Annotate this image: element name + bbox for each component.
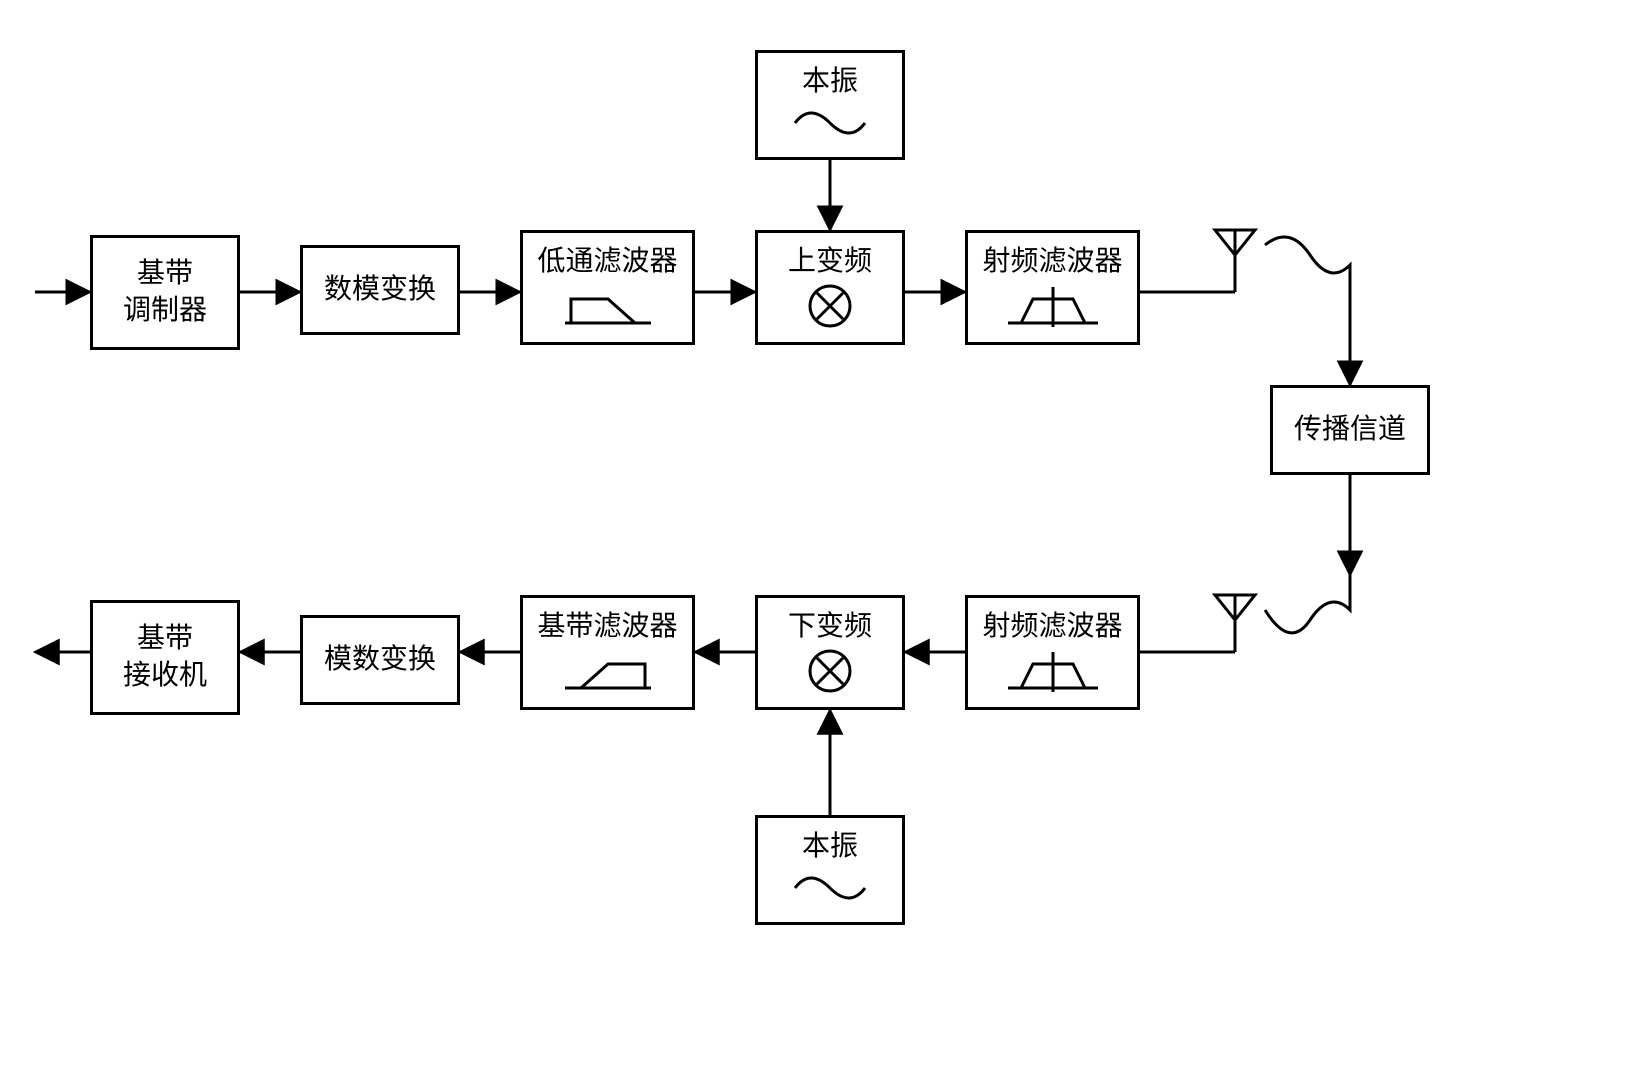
antenna-tx-icon [1215, 230, 1350, 292]
lowpass-icon [563, 281, 653, 331]
label-dac: 数模变换 [324, 272, 436, 308]
block-lo-tx: 本振 [755, 50, 905, 160]
block-rf-filter-tx: 射频滤波器 [965, 230, 1140, 345]
antenna-rx-icon [1215, 575, 1350, 652]
block-rf-filter-rx: 射频滤波器 [965, 595, 1140, 710]
highpass-icon [563, 646, 653, 696]
label-lo-tx: 本振 [802, 64, 858, 100]
block-dac: 数模变换 [300, 245, 460, 335]
block-baseband-receiver: 基带 接收机 [90, 600, 240, 715]
label-channel: 传播信道 [1294, 412, 1406, 448]
sine-icon [790, 866, 870, 911]
label-lowpass-filter: 低通滤波器 [537, 244, 677, 280]
label-lo-rx: 本振 [802, 829, 858, 865]
mixer-icon [805, 281, 855, 331]
label-adc: 模数变换 [324, 642, 436, 678]
mixer-icon [805, 646, 855, 696]
block-lowpass-filter: 低通滤波器 [520, 230, 695, 345]
block-baseband-modulator: 基带 调制器 [90, 235, 240, 350]
label-baseband-filter: 基带滤波器 [537, 609, 677, 645]
label-baseband-modulator: 基带 调制器 [123, 256, 207, 329]
block-channel: 传播信道 [1270, 385, 1430, 475]
block-upconvert: 上变频 [755, 230, 905, 345]
label-rf-filter-tx: 射频滤波器 [982, 244, 1122, 280]
sine-icon [790, 101, 870, 146]
diagram-canvas: 基带 调制器 数模变换 低通滤波器 上变频 本振 射频滤波器 传播信道 [20, 20, 1630, 1063]
label-downconvert: 下变频 [788, 609, 872, 645]
bandpass-icon [1003, 281, 1103, 331]
label-baseband-receiver: 基带 接收机 [123, 621, 207, 694]
block-baseband-filter: 基带滤波器 [520, 595, 695, 710]
bandpass-icon [1003, 646, 1103, 696]
block-adc: 模数变换 [300, 615, 460, 705]
block-lo-rx: 本振 [755, 815, 905, 925]
label-rf-filter-rx: 射频滤波器 [982, 609, 1122, 645]
block-downconvert: 下变频 [755, 595, 905, 710]
label-upconvert: 上变频 [788, 244, 872, 280]
